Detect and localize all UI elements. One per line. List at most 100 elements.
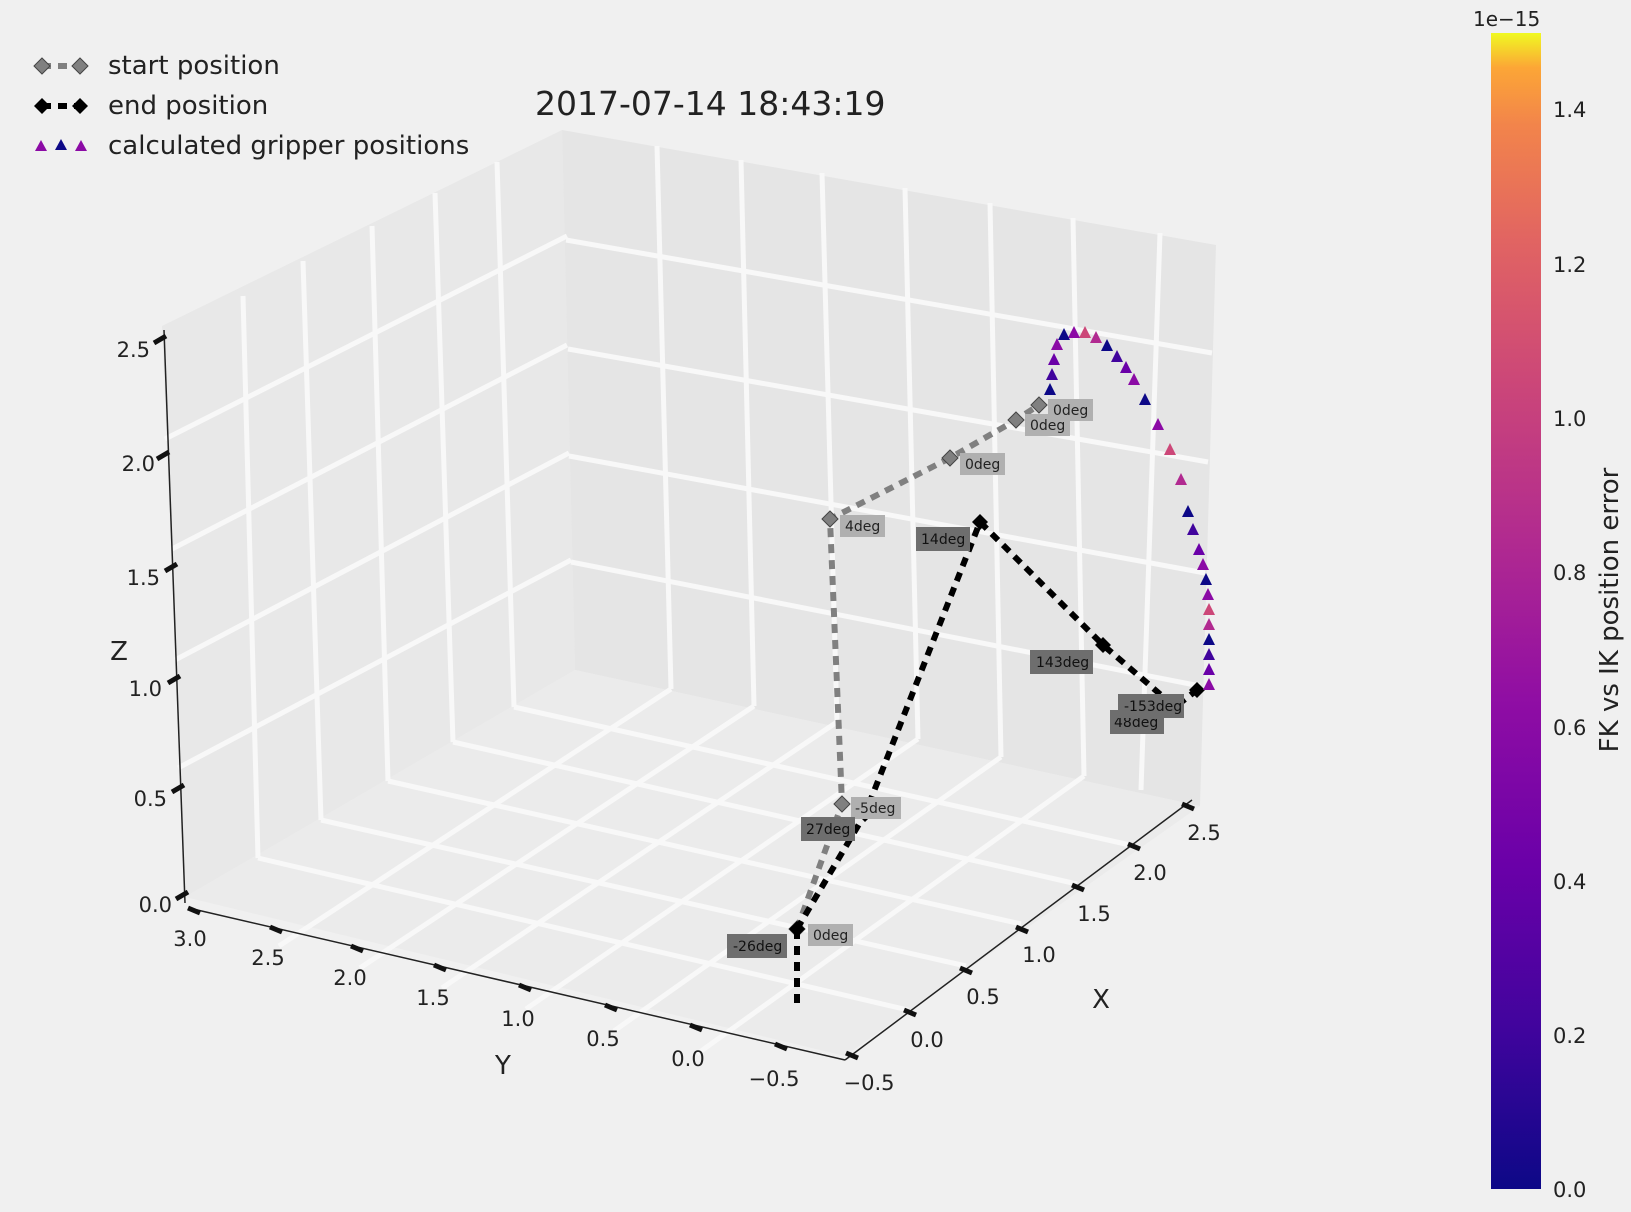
angle-label: 0deg	[1048, 399, 1093, 421]
gripper-position-marker	[1120, 361, 1132, 373]
start-joint-marker	[821, 510, 839, 528]
legend-item-gripper: calculated gripper positions	[28, 126, 469, 166]
gripper-position-marker	[1164, 443, 1176, 455]
legend-label: calculated gripper positions	[108, 131, 470, 161]
start-joint-marker	[1007, 411, 1025, 429]
start-position-markers	[788, 396, 1048, 938]
tick-marks	[152, 333, 1195, 1061]
x-tick-label: 2.5	[1187, 821, 1220, 845]
gripper-position-marker	[1202, 588, 1214, 600]
y-tick-label: 1.0	[501, 1007, 534, 1031]
y-tick-label: 0.0	[671, 1047, 704, 1071]
z-tick-label: 2.5	[117, 338, 150, 362]
gripper-position-marker	[1187, 523, 1199, 535]
colorbar-tick-label: 1.2	[1553, 253, 1586, 277]
end-joint-marker	[1189, 682, 1205, 698]
y-tick-labels: 3.0 2.5 2.0 1.5 1.0 0.5 0.0 −0.5	[173, 927, 799, 1091]
gripper-position-marker	[1101, 339, 1113, 351]
angle-label-text: 0deg	[965, 457, 1000, 473]
legend-item-start: start position	[28, 46, 469, 86]
end-joint-marker	[1095, 637, 1111, 653]
colorbar-ticks: 0.0 0.2 0.4 0.6 0.8 1.0 1.2 1.4	[1553, 98, 1586, 1202]
angle-label-text: 0deg	[1030, 418, 1065, 434]
gripper-position-marker	[1152, 418, 1164, 430]
gripper-position-marker	[1203, 663, 1215, 675]
start-joint-marker	[1030, 396, 1048, 414]
angle-label: -153deg	[1118, 694, 1184, 718]
angle-label: -5deg	[851, 797, 901, 819]
gripper-position-marker	[1175, 473, 1187, 485]
chart-title: 2017-07-14 18:43:19	[535, 84, 886, 123]
angle-label: -26deg	[727, 934, 787, 958]
end-joint-marker	[972, 514, 988, 530]
gripper-position-marker	[1068, 326, 1080, 338]
gripper-position-marker	[1051, 338, 1063, 350]
y-tick-label: 2.5	[251, 946, 284, 970]
legend-item-end: end position	[28, 86, 469, 126]
angle-label-text: 0deg	[1053, 403, 1088, 419]
gripper-position-marker	[1203, 633, 1215, 645]
x-tick-label: −0.5	[844, 1071, 895, 1095]
gripper-position-marker	[1193, 543, 1205, 555]
angle-label: 0deg	[808, 924, 853, 946]
x-tick-label: 0.5	[966, 985, 999, 1009]
gripper-position-marker	[1128, 373, 1140, 385]
angle-label: 0deg	[960, 453, 1005, 475]
gripper-position-marker	[1139, 393, 1151, 405]
z-tick-label: 0.5	[134, 787, 167, 811]
gripper-position-marker	[1182, 505, 1194, 517]
y-tick-label: 2.0	[333, 966, 366, 990]
z-axis-label: Z	[110, 637, 128, 667]
colorbar-tick-label: 0.6	[1553, 716, 1586, 740]
colorbar: 0.0 0.2 0.4 0.6 0.8 1.0 1.2 1.4	[1491, 33, 1586, 1202]
gripper-position-marker	[1203, 603, 1215, 615]
colorbar-gradient	[1491, 33, 1541, 1189]
start-joint-marker	[941, 449, 959, 467]
gray-diamond-line-icon	[33, 57, 89, 75]
z-tick-label: 2.0	[122, 452, 155, 476]
angle-label-text: -26deg	[733, 939, 782, 955]
y-tick-label: −0.5	[749, 1067, 800, 1091]
angle-label: 14deg	[916, 527, 970, 551]
angle-label-text: 143deg	[1036, 655, 1089, 671]
gripper-position-marker	[1046, 368, 1058, 380]
x-axis-label: X	[1092, 985, 1110, 1015]
gripper-position-marker	[1111, 350, 1123, 362]
colorbar-tick-label: 0.0	[1553, 1178, 1586, 1202]
colorbar-tick-label: 1.0	[1553, 407, 1586, 431]
end-angle-labels: -26deg 27deg 14deg 143deg 48deg -153deg	[727, 527, 1184, 958]
angle-label: 4deg	[840, 515, 885, 537]
start-joint-marker	[833, 795, 851, 813]
gripper-position-marker	[1203, 678, 1215, 690]
start-angle-labels: 0deg -5deg 4deg 0deg 0deg 0deg	[808, 399, 1093, 946]
z-tick-label: 1.0	[129, 677, 162, 701]
x-tick-label: 0.0	[910, 1028, 943, 1052]
x-tick-label: 2.0	[1133, 861, 1166, 885]
gripper-position-marker	[1090, 331, 1102, 343]
legend: start position end position calculated g…	[28, 46, 469, 166]
gripper-position-marker	[1048, 353, 1060, 365]
angle-label-text: 27deg	[806, 822, 850, 838]
angle-label-text: 14deg	[921, 532, 965, 548]
gripper-position-marker	[1203, 618, 1215, 630]
angle-label-text: -153deg	[1124, 699, 1182, 715]
z-tick-label: 0.0	[139, 893, 172, 917]
colorbar-tick-label: 0.2	[1553, 1024, 1586, 1048]
legend-label: start position	[108, 51, 280, 81]
z-tick-labels: 2.5 2.0 1.5 1.0 0.5 0.0	[117, 338, 172, 917]
gripper-positions	[1044, 326, 1215, 690]
y-tick-label: 3.0	[173, 927, 206, 951]
angle-label-text: 4deg	[845, 519, 880, 535]
gripper-position-marker	[1079, 326, 1091, 338]
x-tick-label: 1.5	[1077, 902, 1110, 926]
black-diamond-line-icon	[34, 98, 88, 114]
end-joint-marker	[789, 921, 805, 937]
z-tick-label: 1.5	[127, 566, 160, 590]
y-tick-label: 0.5	[586, 1027, 619, 1051]
gripper-position-marker	[1197, 558, 1209, 570]
angle-label-text: 48deg	[1114, 715, 1158, 731]
angle-label-text: 0deg	[813, 928, 848, 944]
x-tick-labels: −0.5 0.0 0.5 1.0 1.5 2.0 2.5	[844, 821, 1221, 1095]
angle-label: 143deg	[1030, 650, 1093, 674]
